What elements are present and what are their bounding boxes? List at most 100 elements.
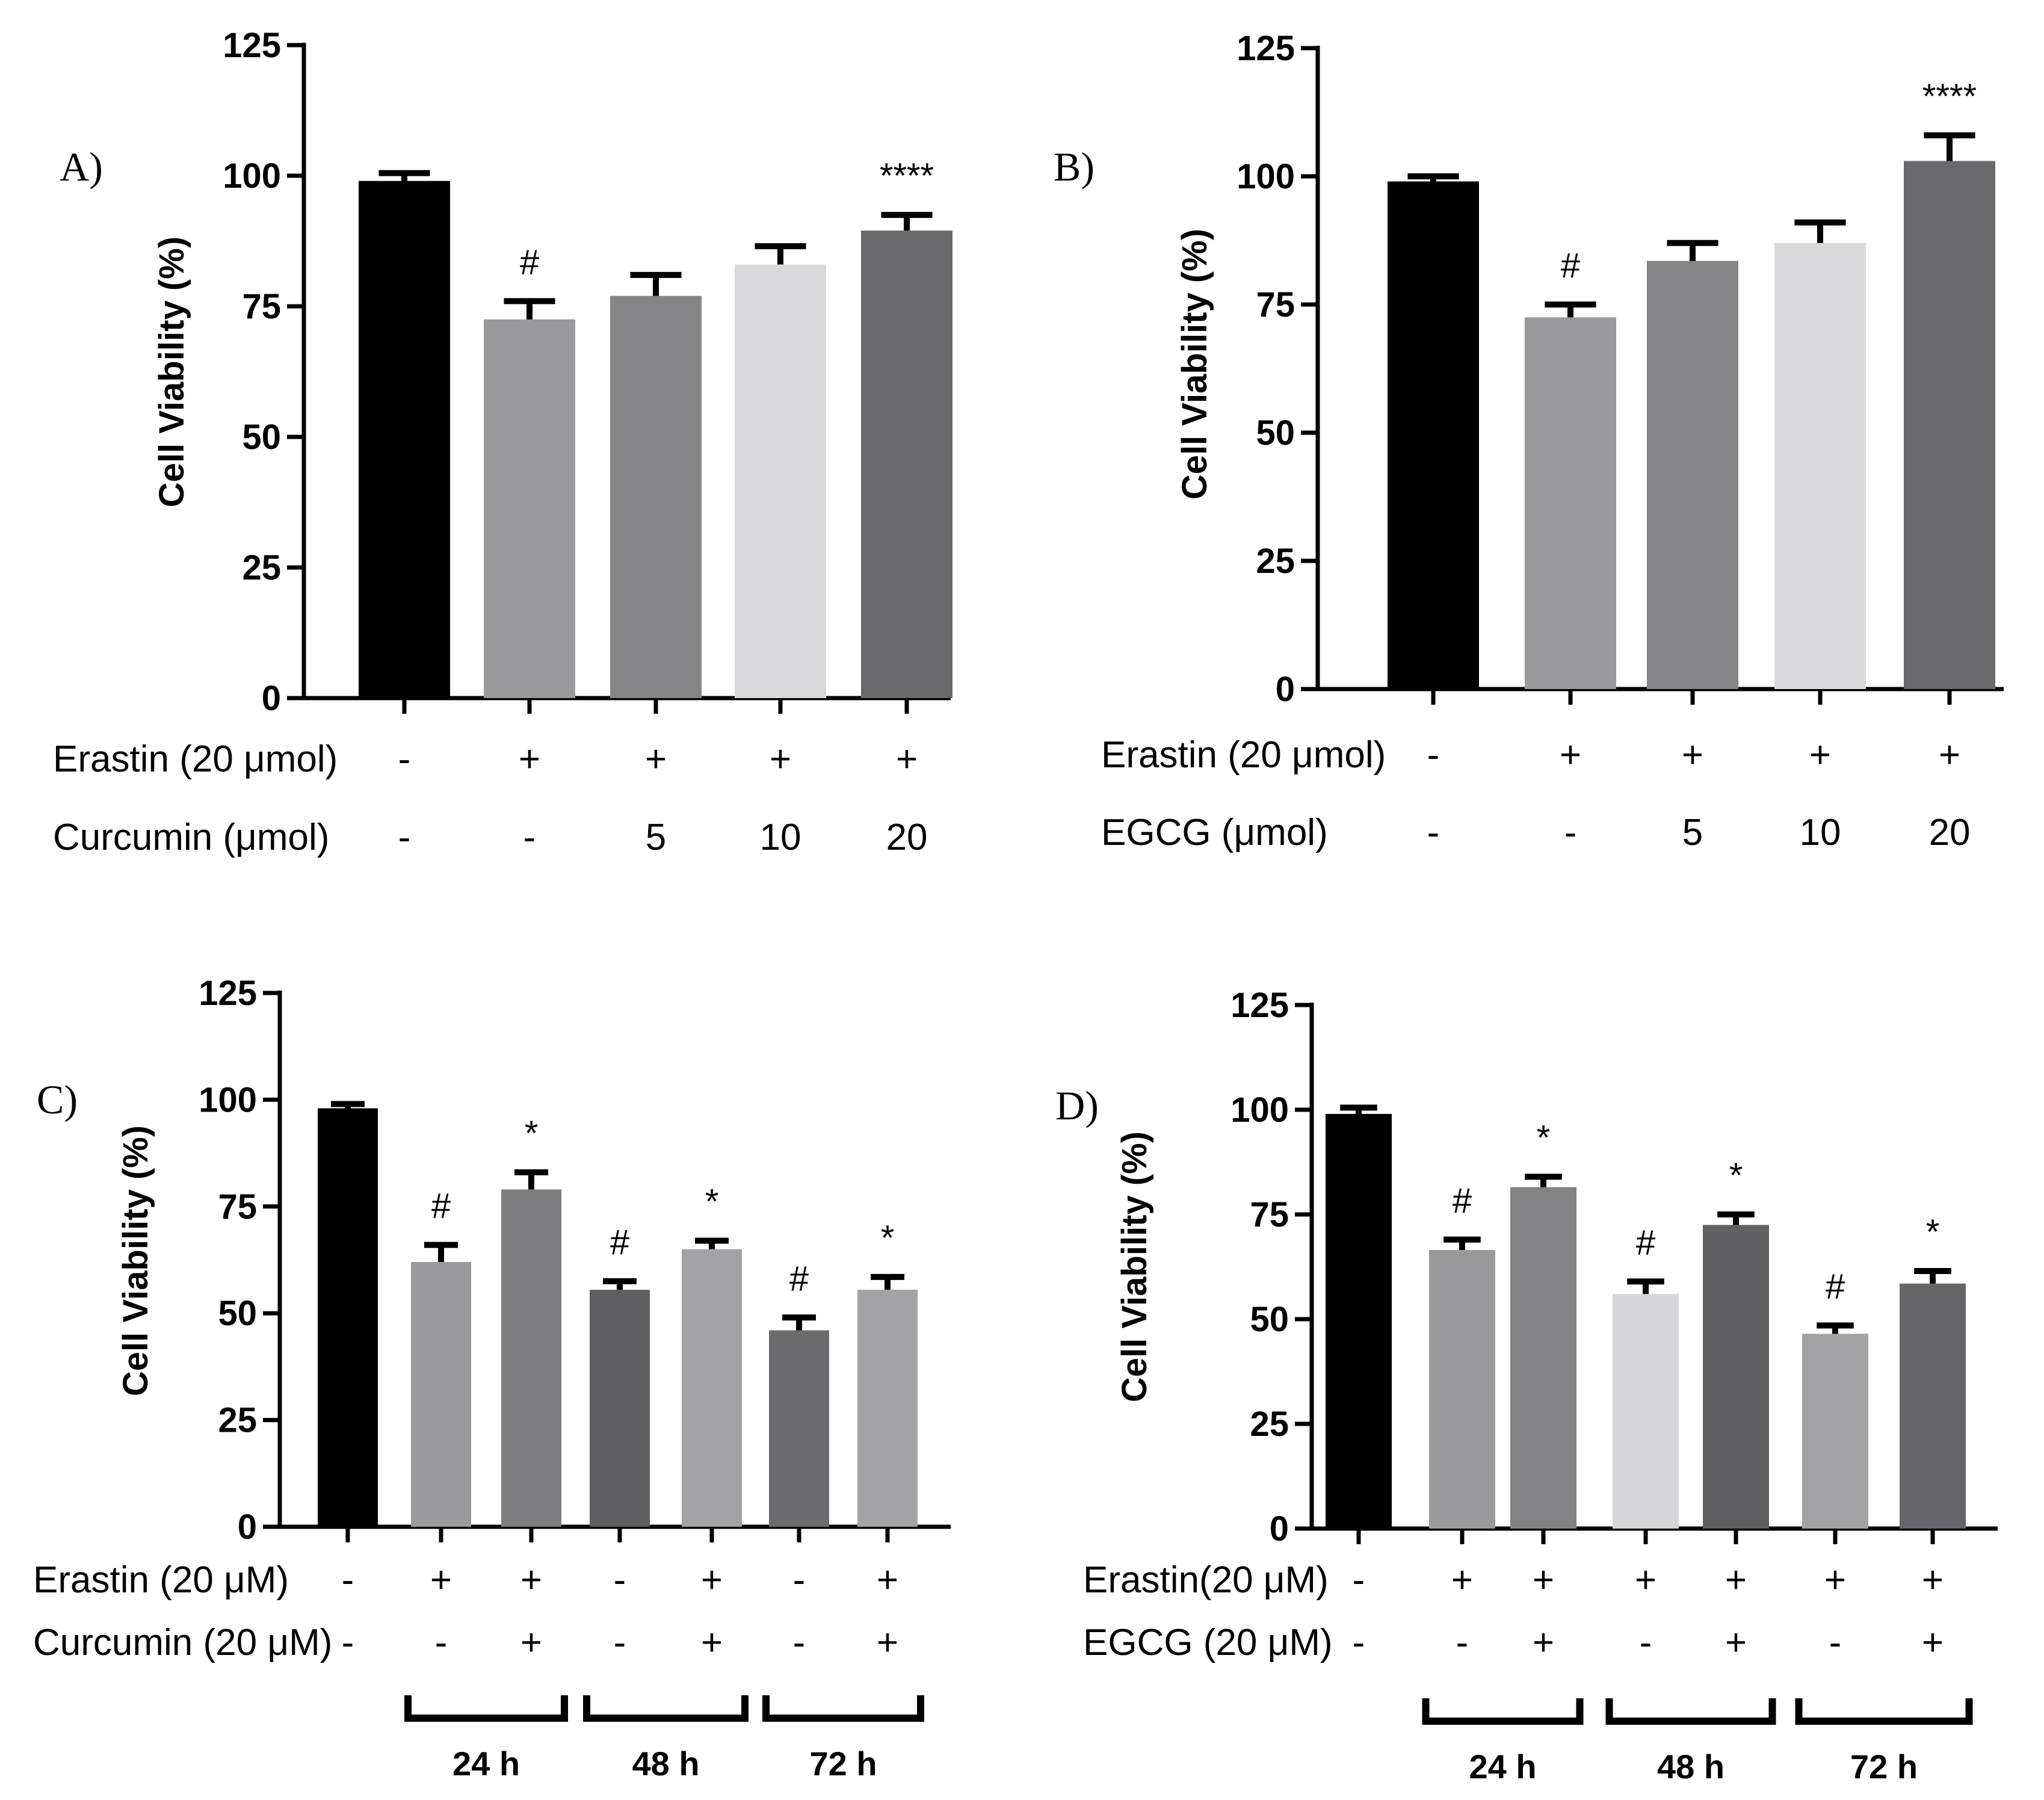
bar: [501, 1189, 561, 1527]
bar: [359, 181, 450, 698]
panel-c: C) Cell Viability (%) 0 25 50 75 100 125 # * # * # * E…: [33, 974, 951, 1783]
y-tick-label: 0: [262, 679, 281, 718]
y-tick-label: 0: [1270, 1509, 1289, 1548]
condition-mark: -: [342, 1559, 354, 1601]
bar: [735, 264, 826, 698]
y-tick-label: 25: [1256, 542, 1295, 581]
condition-mark: +: [877, 1559, 898, 1601]
condition-mark: +: [1809, 734, 1831, 776]
y-tick-label: 50: [1256, 413, 1295, 453]
y-tick-label: 100: [223, 156, 281, 196]
bar: [769, 1330, 829, 1527]
y-tick-label: 0: [1276, 670, 1295, 709]
condition-mark: +: [645, 738, 667, 780]
condition-mark: -: [614, 1622, 626, 1663]
y-tick-label: 25: [1250, 1405, 1289, 1444]
y-axis-label: Cell Viability (%): [152, 237, 191, 507]
condition-label: Erastin (20 μM): [33, 1559, 289, 1601]
condition-mark: +: [1682, 734, 1703, 776]
bar: [610, 295, 702, 698]
condition-label: Erastin(20 μM): [1083, 1559, 1329, 1601]
significance-mark: *: [881, 1219, 895, 1258]
bar: [1326, 1113, 1392, 1529]
condition-mark: +: [1922, 1559, 1944, 1601]
condition-mark: -: [523, 817, 536, 858]
condition-mark: +: [896, 738, 918, 780]
bar: [1904, 161, 1995, 689]
y-tick-label: 50: [218, 1294, 257, 1333]
y-tick-label: 100: [1230, 1090, 1289, 1130]
y-tick-label: 125: [199, 974, 257, 1013]
condition-mark: -: [1564, 812, 1577, 853]
bar: [411, 1262, 471, 1527]
significance-mark: #: [1826, 1267, 1845, 1306]
y-axis-label: Cell Viability (%): [1115, 1131, 1154, 1402]
panel-a: A) Cell Viability (%) 0 25 50 75 100 125 # **** Er…: [53, 26, 953, 858]
y-axis-label: Cell Viability (%): [116, 1125, 155, 1396]
y-tick-label: 125: [1237, 29, 1295, 68]
bar: [861, 230, 953, 698]
condition-mark: -: [398, 738, 411, 780]
condition-label: Curcumin (20 μM): [33, 1622, 332, 1663]
y-tick-label: 125: [1230, 986, 1289, 1025]
condition-mark: -: [435, 1622, 448, 1663]
condition-mark: 5: [646, 817, 666, 858]
significance-mark: *: [705, 1183, 719, 1222]
bar: [1429, 1250, 1495, 1529]
bar: [484, 319, 575, 698]
bar: [1647, 261, 1738, 690]
panel-label: A): [60, 144, 103, 190]
panel-b: B) Cell Viability (%) 0 25 50 75 100 125 # **** Er…: [1054, 29, 2004, 853]
condition-mark: 10: [1800, 812, 1841, 853]
condition-mark: +: [701, 1622, 723, 1663]
condition-mark: +: [1725, 1622, 1747, 1663]
group-bracket: [583, 1695, 749, 1722]
condition-label: Curcumin (μmol): [53, 817, 329, 858]
condition-mark: +: [1939, 734, 1960, 776]
condition-mark: -: [1829, 1622, 1842, 1663]
group-bracket: [1795, 1698, 1973, 1725]
bar: [1510, 1187, 1576, 1529]
bar: [1388, 181, 1479, 689]
condition-mark: -: [398, 817, 411, 858]
y-axis-label: Cell Viability (%): [1175, 229, 1214, 499]
y-tick-label: 25: [218, 1401, 257, 1440]
y-tick-label: 100: [199, 1080, 257, 1119]
condition-mark: +: [1533, 1622, 1554, 1663]
bar: [1613, 1294, 1679, 1529]
condition-label: EGCG (20 μM): [1083, 1622, 1333, 1663]
condition-mark: -: [614, 1559, 626, 1601]
condition-mark: +: [1922, 1622, 1944, 1663]
condition-mark: -: [1353, 1622, 1365, 1663]
bar: [857, 1290, 918, 1527]
significance-mark: *: [1926, 1213, 1940, 1252]
panel-label: C): [37, 1077, 78, 1122]
condition-mark: 20: [886, 817, 928, 858]
y-tick-label: 100: [1237, 157, 1295, 196]
y-tick-label: 75: [1250, 1195, 1289, 1234]
condition-mark: +: [1725, 1559, 1747, 1601]
condition-mark: 20: [1929, 812, 1971, 853]
group-label: 48 h: [632, 1745, 699, 1783]
significance-mark: #: [1453, 1181, 1472, 1220]
group-bracket: [1422, 1698, 1584, 1725]
significance-mark: #: [610, 1223, 629, 1262]
bar: [590, 1290, 650, 1527]
bar: [1525, 317, 1616, 689]
group-label: 48 h: [1657, 1748, 1724, 1786]
group-bracket: [762, 1695, 924, 1722]
condition-mark: +: [1451, 1559, 1473, 1601]
bar: [1774, 243, 1866, 689]
y-tick-label: 50: [242, 418, 281, 457]
significance-mark: #: [1561, 246, 1580, 285]
condition-mark: +: [519, 738, 540, 780]
significance-mark: *: [1729, 1156, 1743, 1195]
panel-d: D) Cell Viability (%) 0 25 50 75 100 125 # * # * # * E…: [1055, 986, 1998, 1786]
condition-label: EGCG (μmol): [1101, 812, 1328, 853]
group-label: 72 h: [809, 1745, 877, 1783]
condition-mark: +: [1824, 1559, 1846, 1601]
condition-mark: -: [1427, 812, 1440, 853]
y-tick-label: 75: [1256, 285, 1295, 324]
panel-label: B): [1054, 144, 1095, 190]
condition-mark: 5: [1682, 812, 1703, 853]
